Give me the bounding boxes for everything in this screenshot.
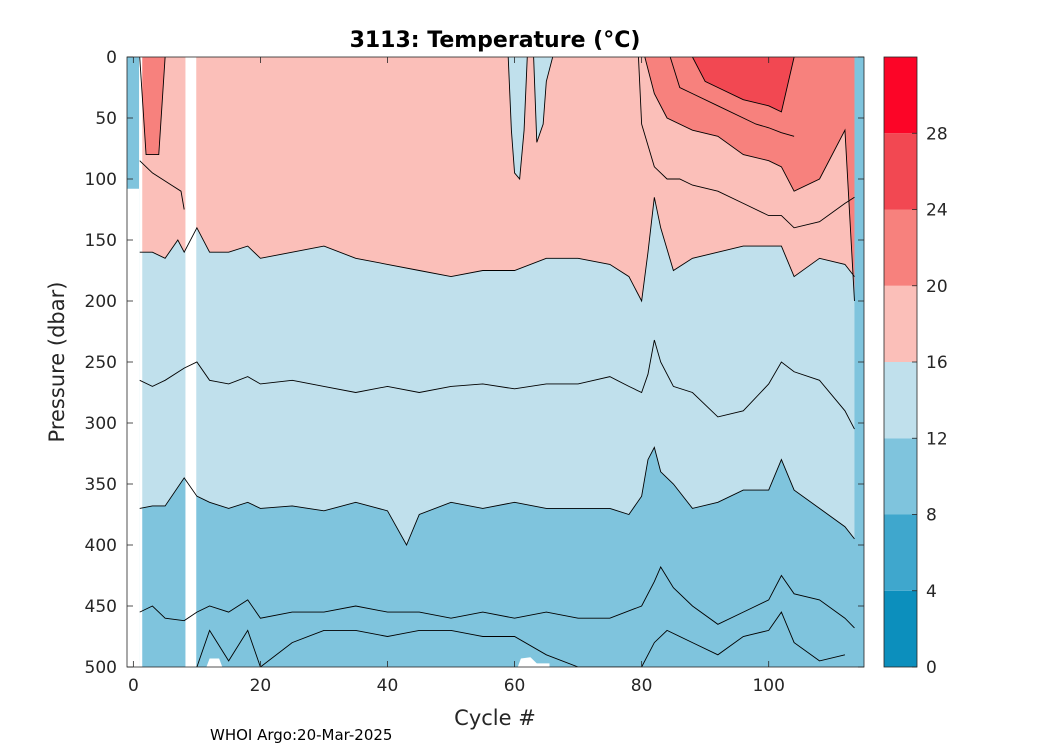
y-tick-label: 100	[85, 170, 117, 190]
x-tick-label: 80	[631, 676, 653, 696]
temperature-band-16-6	[533, 57, 553, 143]
contour-lines	[139, 57, 855, 667]
isotherm-line	[139, 57, 166, 156]
y-tick-label: 300	[85, 414, 117, 434]
isotherm-line	[533, 57, 554, 143]
isotherm-line	[669, 57, 795, 137]
x-tick-label: 20	[250, 676, 272, 696]
missing-patch-left	[127, 188, 140, 667]
colorbar-swatch	[884, 133, 917, 210]
y-tick-label: 500	[85, 658, 117, 678]
x-axis-label: Cycle #	[454, 706, 536, 730]
temperature-band-20	[139, 57, 166, 155]
colorbar-tick-label: 24	[926, 201, 948, 221]
y-tick-label: 350	[85, 475, 117, 495]
colorbar-tick-label: 20	[926, 277, 948, 297]
data-gap	[139, 57, 143, 667]
x-axis: 0 20 40 60 80 100	[128, 57, 785, 696]
colorbar-swatch	[884, 57, 917, 134]
colorbar-swatch	[884, 438, 917, 515]
colorbar-ticks: 0 4 8 12 16 20 24 28	[912, 124, 948, 678]
isotherm-line	[507, 57, 528, 181]
isotherm-line	[139, 339, 855, 430]
colorbar-tick-label: 8	[926, 506, 937, 526]
colorbar-tick-label: 0	[926, 658, 937, 678]
temperature-band-20-5	[644, 57, 855, 301]
isotherm-line	[139, 160, 185, 210]
missing-patch-bottom	[206, 658, 223, 667]
isotherm-line	[139, 565, 855, 629]
isotherm-line	[638, 57, 855, 229]
x-tick-label: 60	[504, 676, 526, 696]
y-tick-label: 450	[85, 597, 117, 617]
colorbar	[884, 57, 917, 667]
isotherm-line	[139, 197, 855, 303]
y-tick-label: 0	[106, 48, 117, 68]
missing-patch-bottom	[517, 657, 550, 667]
y-axis: 0 50 100 150 200 250 300 350 400 450 500	[85, 48, 864, 678]
colorbar-swatch	[884, 590, 917, 667]
colorbar-tick-label: 16	[926, 353, 948, 373]
colorbar-swatch	[884, 514, 917, 591]
plot-area	[127, 57, 864, 667]
colorbar-tick-label: 12	[926, 429, 948, 449]
x-tick-label: 0	[128, 676, 139, 696]
y-tick-label: 50	[95, 109, 117, 129]
footer-credit: WHOI Argo:20-Mar-2025	[210, 726, 392, 744]
isotherm-line	[139, 446, 855, 547]
colorbar-swatch	[884, 285, 917, 362]
y-tick-label: 400	[85, 536, 117, 556]
temperature-band-24	[692, 57, 795, 112]
x-tick-label: 40	[377, 676, 399, 696]
colorbar-swatch	[884, 362, 917, 439]
x-tick-label: 100	[752, 676, 784, 696]
y-tick-label: 200	[85, 292, 117, 312]
isotherm-line	[196, 611, 846, 667]
colorbar-tick-label: 4	[926, 582, 937, 602]
data-gaps	[139, 57, 197, 667]
isotherm-line	[644, 57, 855, 302]
y-tick-label: 250	[85, 353, 117, 373]
isotherm-line	[692, 57, 795, 113]
y-axis-label: Pressure (dbar)	[45, 282, 69, 443]
chart-title: 3113: Temperature (°C)	[350, 28, 641, 53]
data-gap	[185, 57, 197, 667]
colorbar-tick-label: 28	[926, 124, 948, 144]
y-tick-label: 150	[85, 231, 117, 251]
colorbar-swatch	[884, 209, 917, 286]
